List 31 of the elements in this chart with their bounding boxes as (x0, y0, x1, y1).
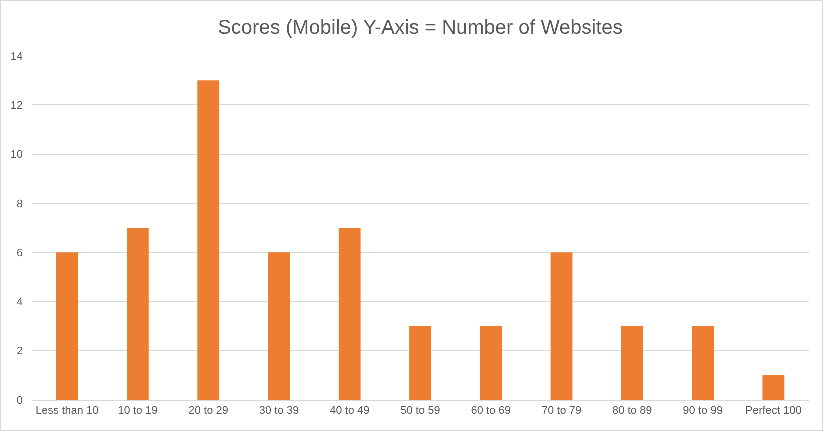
x-tick-label: 80 to 89 (612, 405, 652, 418)
chart-title: Scores (Mobile) Y-Axis = Number of Websites (218, 17, 623, 39)
y-tick-label: 14 (10, 50, 23, 63)
y-tick-label: 10 (10, 149, 23, 162)
x-tick-label: 10 to 19 (118, 405, 158, 418)
x-tick-label: Perfect 100 (746, 405, 802, 418)
bar (268, 252, 290, 400)
x-tick-label: Less than 10 (36, 405, 99, 418)
bar (692, 326, 714, 400)
bar (127, 228, 149, 400)
bar (338, 228, 361, 400)
bar (550, 252, 573, 400)
x-tick-label: 30 to 39 (259, 405, 300, 418)
x-tick-label: 70 to 79 (542, 405, 582, 418)
bar (480, 326, 502, 400)
bar (621, 326, 644, 400)
y-tick-label: 6 (16, 247, 23, 260)
y-tick-label: 0 (16, 394, 23, 407)
x-tick-label: 90 to 99 (683, 405, 723, 418)
y-tick-label: 8 (16, 198, 23, 210)
bar (762, 375, 785, 400)
x-tick-label: 50 to 59 (400, 405, 440, 418)
bar (410, 326, 432, 400)
x-tick-label: 60 to 69 (471, 405, 512, 418)
x-tick-label: 40 to 49 (330, 405, 370, 418)
y-tick-label: 2 (16, 346, 23, 358)
y-tick-label: 4 (16, 296, 23, 309)
x-tick-label: 20 to 29 (188, 405, 228, 418)
bar (56, 252, 78, 400)
y-tick-label: 12 (10, 100, 23, 112)
bar (198, 80, 220, 400)
